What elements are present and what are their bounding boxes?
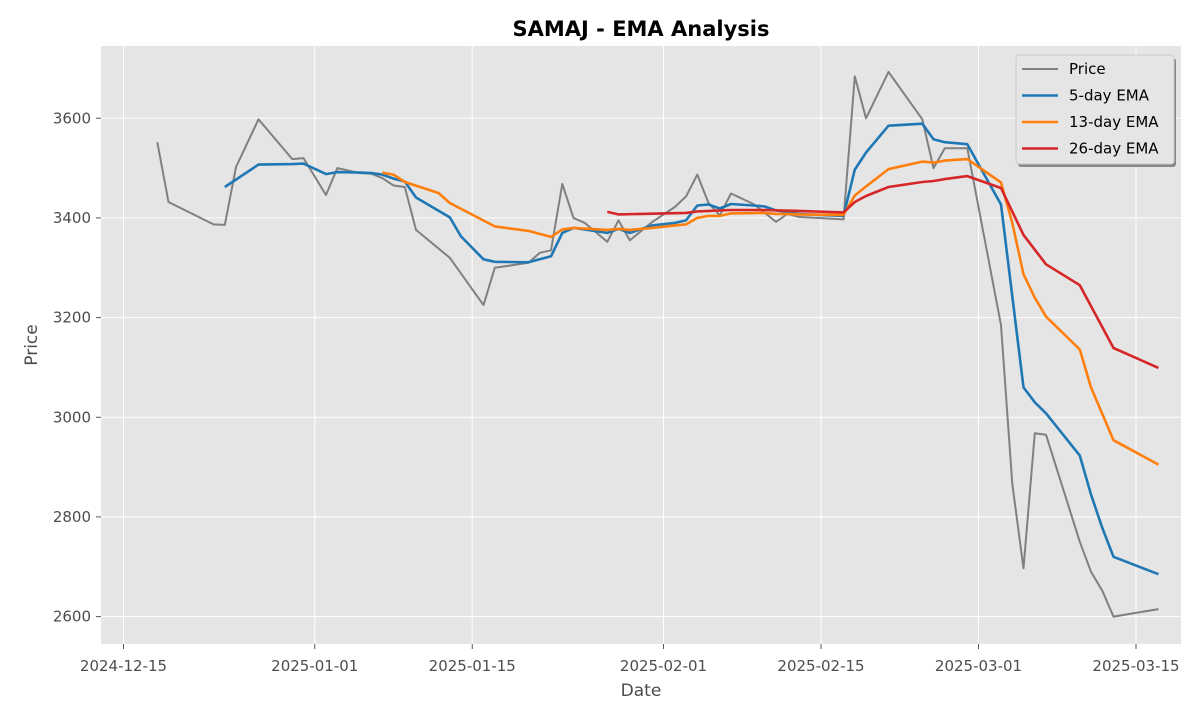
y-tick-label: 3000 — [53, 408, 91, 426]
y-tick-label: 2600 — [53, 608, 91, 626]
chart-title: SAMAJ - EMA Analysis — [513, 17, 770, 41]
legend-box — [1015, 54, 1175, 165]
legend-label-13-day-ema: 13-day EMA — [1069, 113, 1159, 131]
grid-lines — [101, 46, 1181, 644]
y-tick-label: 3400 — [53, 209, 91, 227]
x-tick-label: 2024-12-15 — [80, 657, 167, 675]
series-line-13-day-ema — [382, 157, 1160, 466]
legend-label-5-day-ema: 5-day EMA — [1069, 87, 1150, 105]
x-tick-label: 2025-01-15 — [429, 657, 516, 675]
x-tick-label: 2025-03-01 — [935, 657, 1022, 675]
legend-label-26-day-ema: 26-day EMA — [1069, 140, 1159, 158]
x-axis-label: Date — [621, 681, 662, 701]
series-lines — [156, 70, 1160, 618]
axis-ticks: 2024-12-15 2025-01-01 2025-01-15 2025-02-01… — [53, 109, 1180, 675]
x-tick-label: 2025-02-15 — [777, 657, 864, 675]
x-tick-label: 2025-01-01 — [271, 657, 358, 675]
y-tick-label: 2800 — [53, 508, 91, 526]
y-axis-label: Price — [22, 324, 42, 365]
legend: Price 5-day EMA 13-day EMA 26-day EMA — [1015, 54, 1176, 167]
x-tick-label: 2025-03-15 — [1092, 657, 1179, 675]
x-tick-label: 2025-02-01 — [620, 657, 707, 675]
legend-label-price: Price — [1069, 60, 1106, 78]
y-tick-label: 3600 — [53, 109, 91, 127]
y-tick-label: 3200 — [53, 309, 91, 327]
series-line-26-day-ema — [607, 174, 1160, 370]
